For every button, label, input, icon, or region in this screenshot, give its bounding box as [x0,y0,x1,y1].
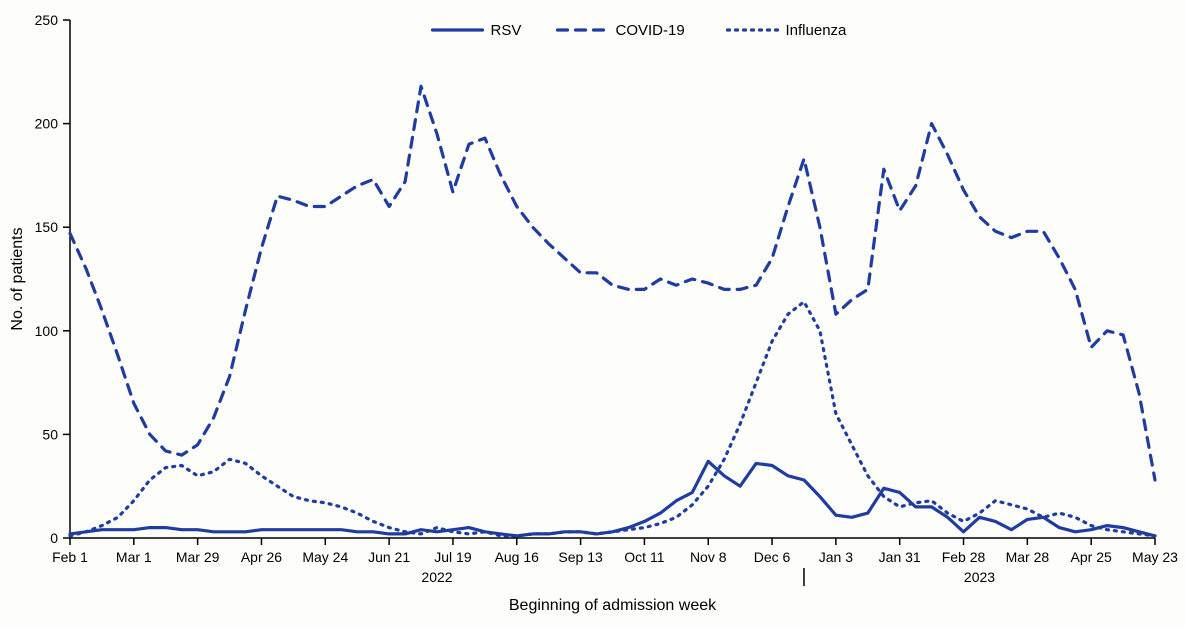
y-tick-label: 50 [42,426,58,442]
y-tick-label: 100 [35,323,59,339]
y-axis-title: No. of patients [9,227,26,330]
chart-svg: 0 50 100 150 200 250 No. of patients Feb 1 Mar 1… [0,0,1185,628]
x-tick-label: Jun 21 [368,549,410,565]
x-tick-label: Jul 19 [434,549,472,565]
y-tick-label: 200 [35,116,59,132]
x-tick-label: Mar 1 [116,549,152,565]
x-tick-label: Mar 29 [176,549,220,565]
line-chart: 0 50 100 150 200 250 No. of patients Feb 1 Mar 1… [0,0,1185,628]
y-tick-label: 250 [35,12,59,28]
x-tick-label: Feb 28 [942,549,986,565]
legend-label-covid19: COVID-19 [616,22,685,39]
x-tick-label: May 23 [1132,549,1178,565]
legend-label-rsv: RSV [491,22,522,39]
x-year-label-right: 2023 [964,569,995,585]
legend: RSV COVID-19 Influenza [433,22,848,39]
x-year-label-left: 2022 [421,569,452,585]
x-tick-label: May 24 [302,549,348,565]
x-tick-label: Sep 13 [558,549,603,565]
x-tick-label: Oct 11 [624,549,664,565]
y-tick-label: 0 [50,530,58,546]
x-tick-label: Apr 26 [241,549,282,565]
x-tick-label: Mar 28 [1006,549,1050,565]
legend-label-influenza: Influenza [786,22,848,39]
x-tick-label: Aug 16 [495,549,540,565]
x-tick-label: Nov 8 [690,549,727,565]
x-tick-label: Apr 25 [1071,549,1112,565]
x-tick-label: Feb 1 [52,549,88,565]
y-tick-label: 150 [35,219,59,235]
x-axis-title: Beginning of admission week [509,597,717,614]
x-tick-label: Jan 31 [879,549,921,565]
x-tick-label: Jan 3 [819,549,853,565]
x-tick-label: Dec 6 [754,549,791,565]
